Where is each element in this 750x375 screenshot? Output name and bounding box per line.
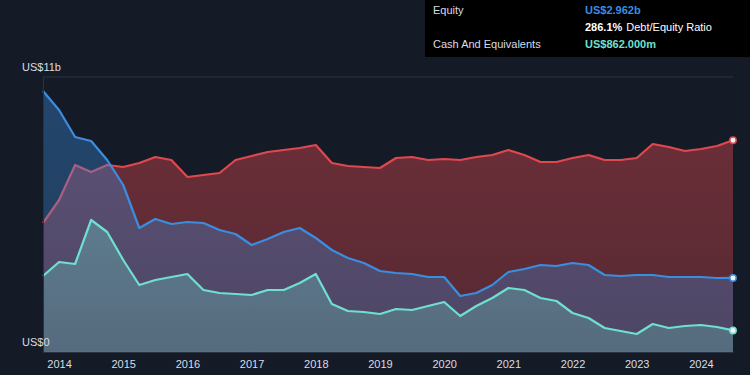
x-tick: 2024 [689,352,713,370]
x-tick-label: 2018 [304,358,328,370]
tooltip-label: Debt/Equity Ratio [626,21,712,33]
x-tick: 2022 [561,352,585,370]
end-marker [730,327,736,333]
x-tick: 2021 [497,352,521,370]
series-area [43,91,733,352]
x-tick: 2023 [625,352,649,370]
y-tick-label: US$0 [22,336,50,348]
x-tick: 2020 [432,352,456,370]
series-line [43,220,733,334]
plot-area [43,91,736,352]
tooltip-value: 286.1% [585,21,623,33]
series-area [43,220,733,352]
y-tick: US$0 [22,336,50,352]
end-marker [730,275,736,281]
end-marker [730,137,736,143]
x-axis-line [44,352,734,353]
x-tick-label: 2022 [561,358,585,370]
tooltip-label: Equity [433,4,464,16]
y-tick-label: US$11b [22,61,61,73]
y-axis-line [43,78,44,353]
x-tick-label: 2020 [432,358,456,370]
x-tick-label: 2016 [176,358,200,370]
x-tick: 2014 [47,352,71,370]
x-tick: 2015 [111,352,135,370]
x-tick-label: 2017 [240,358,264,370]
x-tick-label: 2023 [625,358,649,370]
x-tick-label: 2015 [111,358,135,370]
y-axis: US$0 US$11b [22,61,61,352]
series-line [43,140,733,223]
series-line [43,91,733,296]
x-tick: 2016 [176,352,200,370]
x-tick-label: 2021 [497,358,521,370]
x-tick-label: 2014 [47,358,71,370]
grid [43,77,733,352]
chart: US$0US$11b201420152016201720182019202020… [0,0,750,375]
x-axis: 2014 2015 2016 2017 2018 2019 2020 2021 2022 2023… [44,352,734,370]
tooltip: Equity US$2.962b 286.1%Debt/Equity Ratio Ca… [425,0,750,57]
x-tick: 2018 [304,352,328,370]
background [0,0,750,375]
grid-line [43,77,733,78]
tooltip-label: Cash And Equivalents [433,38,541,50]
tooltip-value: US$2.962b [585,4,641,16]
x-tick-label: 2024 [689,358,713,370]
x-tick: 2019 [368,352,392,370]
x-tick: 2017 [240,352,264,370]
tooltip-box [425,0,750,57]
y-tick: US$11b [22,61,61,77]
tooltip-value: US$862.000m [585,38,656,50]
x-tick-label: 2019 [368,358,392,370]
